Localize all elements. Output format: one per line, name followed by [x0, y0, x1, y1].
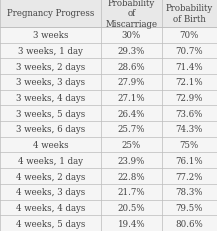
Text: 74.3%: 74.3%: [176, 125, 203, 134]
Text: 4 weeks, 3 days: 4 weeks, 3 days: [16, 187, 85, 196]
Bar: [0, 43, 101, 59]
Bar: [101, 28, 162, 43]
Text: 25%: 25%: [122, 140, 141, 149]
Bar: [0, 122, 101, 137]
Text: 70%: 70%: [180, 31, 199, 40]
Text: 4 weeks, 4 days: 4 weeks, 4 days: [16, 203, 85, 212]
Bar: [101, 43, 162, 59]
Text: 4 weeks, 1 day: 4 weeks, 1 day: [18, 156, 83, 165]
Text: 26.4%: 26.4%: [118, 109, 145, 118]
Text: 3 weeks, 1 day: 3 weeks, 1 day: [18, 47, 83, 56]
Bar: [162, 43, 217, 59]
Bar: [0, 184, 101, 200]
Bar: [162, 184, 217, 200]
Text: 3 weeks, 5 days: 3 weeks, 5 days: [16, 109, 85, 118]
Bar: [162, 59, 217, 75]
Bar: [0, 153, 101, 168]
Text: 19.4%: 19.4%: [117, 219, 145, 228]
Text: 3 weeks: 3 weeks: [33, 31, 68, 40]
Bar: [162, 0, 217, 28]
Text: 4 weeks, 5 days: 4 weeks, 5 days: [16, 219, 85, 228]
Text: 28.6%: 28.6%: [117, 62, 145, 71]
Text: 4 weeks, 2 days: 4 weeks, 2 days: [16, 172, 85, 181]
Bar: [0, 59, 101, 75]
Text: 72.9%: 72.9%: [176, 94, 203, 103]
Text: 78.3%: 78.3%: [176, 187, 203, 196]
Bar: [0, 75, 101, 90]
Text: 79.5%: 79.5%: [176, 203, 203, 212]
Bar: [0, 28, 101, 43]
Bar: [162, 153, 217, 168]
Text: 3 weeks, 4 days: 3 weeks, 4 days: [16, 94, 85, 103]
Bar: [162, 28, 217, 43]
Text: 70.7%: 70.7%: [176, 47, 203, 56]
Text: 80.6%: 80.6%: [176, 219, 203, 228]
Bar: [162, 106, 217, 122]
Bar: [162, 122, 217, 137]
Bar: [101, 59, 162, 75]
Bar: [101, 184, 162, 200]
Bar: [0, 106, 101, 122]
Text: 75%: 75%: [180, 140, 199, 149]
Bar: [0, 215, 101, 231]
Text: 20.5%: 20.5%: [117, 203, 145, 212]
Bar: [101, 90, 162, 106]
Text: Probability
of Birth: Probability of Birth: [166, 4, 213, 24]
Bar: [0, 137, 101, 153]
Text: Pregnancy Progress: Pregnancy Progress: [7, 9, 94, 18]
Text: Probability
of
Miscarriage: Probability of Miscarriage: [105, 0, 157, 29]
Text: 29.3%: 29.3%: [118, 47, 145, 56]
Bar: [0, 200, 101, 215]
Bar: [162, 168, 217, 184]
Bar: [101, 75, 162, 90]
Text: 77.2%: 77.2%: [176, 172, 203, 181]
Bar: [0, 0, 101, 28]
Bar: [101, 153, 162, 168]
Text: 3 weeks, 6 days: 3 weeks, 6 days: [16, 125, 85, 134]
Bar: [101, 215, 162, 231]
Text: 72.1%: 72.1%: [176, 78, 203, 87]
Text: 73.6%: 73.6%: [176, 109, 203, 118]
Bar: [0, 90, 101, 106]
Text: 27.9%: 27.9%: [118, 78, 145, 87]
Bar: [162, 75, 217, 90]
Bar: [162, 137, 217, 153]
Text: 23.9%: 23.9%: [118, 156, 145, 165]
Bar: [162, 200, 217, 215]
Bar: [101, 137, 162, 153]
Text: 30%: 30%: [122, 31, 141, 40]
Text: 76.1%: 76.1%: [176, 156, 203, 165]
Text: 4 weeks: 4 weeks: [33, 140, 68, 149]
Bar: [0, 168, 101, 184]
Bar: [101, 0, 162, 28]
Bar: [101, 168, 162, 184]
Text: 71.4%: 71.4%: [176, 62, 203, 71]
Bar: [101, 106, 162, 122]
Text: 3 weeks, 2 days: 3 weeks, 2 days: [16, 62, 85, 71]
Bar: [162, 215, 217, 231]
Bar: [162, 90, 217, 106]
Text: 21.7%: 21.7%: [117, 187, 145, 196]
Bar: [101, 122, 162, 137]
Bar: [101, 200, 162, 215]
Text: 25.7%: 25.7%: [118, 125, 145, 134]
Text: 3 weeks, 3 days: 3 weeks, 3 days: [16, 78, 85, 87]
Text: 22.8%: 22.8%: [117, 172, 145, 181]
Text: 27.1%: 27.1%: [117, 94, 145, 103]
